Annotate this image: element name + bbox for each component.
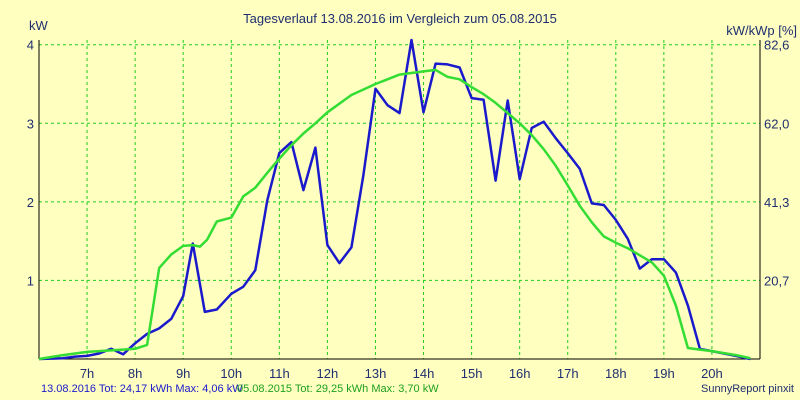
footer: 13.08.2016 Tot: 24,17 kWh Max: 4,06 kW 0… xyxy=(0,381,800,397)
y-axis-label: kW xyxy=(29,18,49,33)
x-tick-label: 7h xyxy=(80,366,94,381)
tick-labels: 1 2 3 4 20,7 41,3 62,0 82,6 7h 8h 9h 10h 11h 12h 13h 14… xyxy=(27,38,790,381)
footer-credit: SunnyReport pinxit xyxy=(701,383,794,395)
series-line-05-08-2015 xyxy=(38,68,751,361)
x-tick-label: 18h xyxy=(605,366,627,381)
grid xyxy=(39,40,760,359)
y2-tick-label: 82,6 xyxy=(764,38,789,53)
y2-tick-label: 62,0 xyxy=(764,116,789,131)
y2-axis-label: kW/kWp [%] xyxy=(726,23,797,38)
y2-tick-label: 20,7 xyxy=(764,273,789,288)
x-tick-label: 15h xyxy=(461,366,483,381)
y-tick-label: 3 xyxy=(27,116,34,131)
x-tick-label: 8h xyxy=(128,366,142,381)
y-tick-label: 4 xyxy=(27,38,34,53)
footer-series-2015: 05.08.2015 Tot: 29,25 kWh Max: 3,70 kW xyxy=(237,383,439,395)
x-tick-label: 12h xyxy=(317,366,339,381)
y-tick-label: 2 xyxy=(27,195,34,210)
y2-tick-label: 41,3 xyxy=(764,195,789,210)
chart-title: Tagesverlauf 13.08.2016 im Vergleich zum… xyxy=(243,11,557,26)
axes xyxy=(38,40,761,360)
x-tick-label: 19h xyxy=(653,366,675,381)
series-line-13-08-2016 xyxy=(38,38,751,361)
x-tick-label: 20h xyxy=(701,366,723,381)
series-layer xyxy=(38,38,751,361)
x-tick-label: 9h xyxy=(176,366,190,381)
x-tick-label: 17h xyxy=(557,366,579,381)
x-tick-label: 11h xyxy=(269,366,290,381)
x-tick-label: 14h xyxy=(413,366,435,381)
footer-series-2016: 13.08.2016 Tot: 24,17 kWh Max: 4,06 kW xyxy=(41,383,243,395)
x-tick-label: 13h xyxy=(365,366,387,381)
x-tick-label: 16h xyxy=(509,366,531,381)
x-tick-label: 10h xyxy=(220,366,242,381)
y-tick-label: 1 xyxy=(27,273,34,288)
